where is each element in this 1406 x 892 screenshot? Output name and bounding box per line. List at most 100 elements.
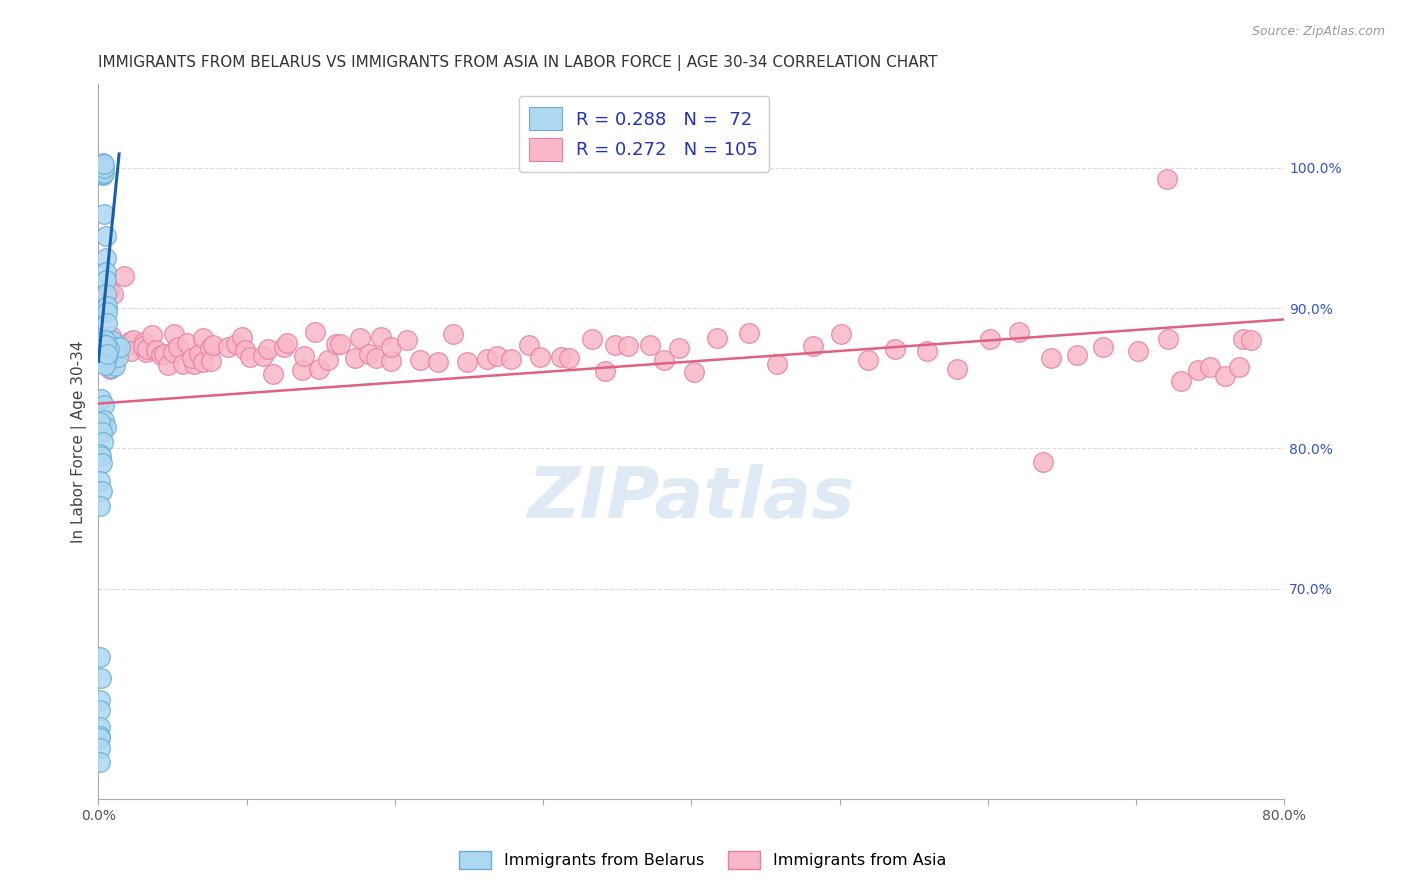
Point	[98, 345, 121, 359]
Point	[239, 351, 262, 365]
Point	[380, 354, 402, 368]
Point	[486, 349, 509, 363]
Point	[101, 336, 124, 351]
Point	[167, 340, 190, 354]
Point	[100, 329, 122, 343]
Point	[89, 729, 111, 743]
Point	[945, 361, 967, 376]
Point	[343, 351, 366, 365]
Point	[89, 650, 111, 665]
Point	[90, 161, 112, 175]
Point	[325, 336, 347, 351]
Point	[101, 351, 124, 366]
Point	[706, 331, 728, 345]
Point	[93, 337, 115, 351]
Point	[638, 338, 661, 352]
Point	[96, 265, 118, 279]
Point	[308, 361, 330, 376]
Point	[94, 420, 117, 434]
Point	[593, 364, 616, 378]
Point	[89, 720, 111, 734]
Point	[101, 334, 124, 348]
Point	[156, 358, 179, 372]
Point	[90, 161, 112, 176]
Point	[1199, 360, 1222, 375]
Point	[162, 345, 184, 359]
Point	[90, 671, 112, 685]
Point	[766, 357, 789, 371]
Point	[117, 338, 139, 352]
Point	[93, 413, 115, 427]
Point	[884, 343, 907, 357]
Point	[132, 339, 155, 353]
Point	[1039, 351, 1062, 365]
Point	[89, 703, 111, 717]
Point	[120, 344, 142, 359]
Point	[104, 348, 127, 362]
Text: ZIPatlas: ZIPatlas	[527, 464, 855, 533]
Point	[91, 346, 114, 360]
Point	[304, 325, 326, 339]
Point	[395, 333, 418, 347]
Point	[97, 283, 120, 297]
Point	[100, 361, 122, 376]
Point	[1156, 172, 1178, 186]
Point	[96, 286, 118, 301]
Point	[581, 332, 603, 346]
Point	[475, 352, 498, 367]
Point	[93, 166, 115, 180]
Point	[90, 334, 112, 348]
Point	[252, 349, 274, 363]
Point	[738, 326, 761, 340]
Point	[291, 363, 314, 377]
Point	[105, 340, 128, 354]
Point	[1213, 368, 1236, 383]
Point	[89, 416, 111, 430]
Point	[233, 343, 256, 358]
Point	[90, 160, 112, 174]
Point	[90, 164, 112, 178]
Point	[98, 349, 121, 363]
Point	[89, 693, 111, 707]
Point	[91, 156, 114, 170]
Point	[107, 350, 129, 364]
Point	[90, 343, 112, 358]
Point	[94, 333, 117, 347]
Point	[94, 338, 117, 352]
Point	[181, 351, 204, 365]
Point	[94, 348, 117, 362]
Point	[318, 353, 340, 368]
Point	[1126, 343, 1149, 358]
Point	[96, 299, 118, 313]
Point	[145, 343, 167, 358]
Point	[830, 327, 852, 342]
Point	[90, 449, 112, 463]
Point	[366, 351, 388, 365]
Point	[100, 337, 122, 351]
Point	[101, 345, 124, 359]
Point	[89, 731, 111, 745]
Point	[89, 168, 111, 182]
Point	[370, 330, 392, 344]
Point	[1170, 375, 1192, 389]
Point	[91, 434, 114, 449]
Point	[441, 326, 464, 341]
Point	[89, 474, 111, 488]
Point	[349, 331, 371, 345]
Point	[91, 162, 114, 177]
Text: Source: ZipAtlas.com: Source: ZipAtlas.com	[1251, 25, 1385, 38]
Point	[136, 342, 159, 356]
Point	[96, 305, 118, 319]
Point	[112, 268, 135, 283]
Point	[191, 331, 214, 345]
Point	[91, 456, 114, 470]
Point	[1157, 332, 1180, 346]
Point	[89, 755, 111, 769]
Point	[98, 346, 121, 360]
Point	[93, 398, 115, 412]
Point	[856, 353, 879, 368]
Point	[94, 251, 117, 265]
Point	[409, 353, 432, 368]
Point	[183, 357, 205, 371]
Point	[217, 340, 239, 354]
